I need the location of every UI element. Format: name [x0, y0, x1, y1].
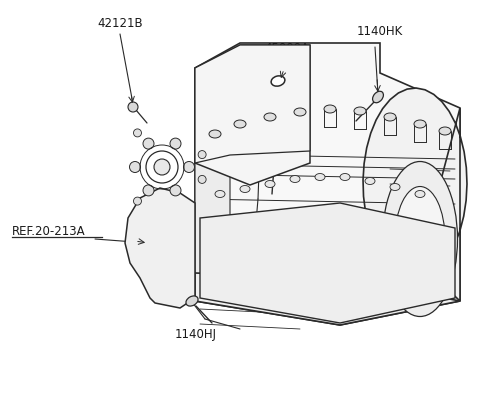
- Circle shape: [198, 151, 206, 159]
- Circle shape: [170, 185, 181, 197]
- Ellipse shape: [315, 174, 325, 181]
- Ellipse shape: [365, 178, 375, 185]
- Text: 42121B: 42121B: [97, 17, 143, 30]
- Ellipse shape: [294, 109, 306, 117]
- Circle shape: [146, 152, 178, 183]
- Circle shape: [198, 176, 206, 184]
- Ellipse shape: [240, 186, 250, 193]
- Ellipse shape: [383, 162, 457, 317]
- Circle shape: [133, 130, 142, 138]
- Polygon shape: [195, 46, 310, 164]
- Ellipse shape: [265, 181, 275, 188]
- Ellipse shape: [215, 191, 225, 198]
- Ellipse shape: [209, 131, 221, 139]
- Ellipse shape: [324, 106, 336, 114]
- Ellipse shape: [290, 176, 300, 183]
- Ellipse shape: [439, 128, 451, 136]
- Ellipse shape: [390, 184, 400, 191]
- Polygon shape: [195, 273, 460, 325]
- Ellipse shape: [264, 114, 276, 122]
- Polygon shape: [363, 89, 467, 301]
- Polygon shape: [195, 156, 230, 298]
- Ellipse shape: [354, 108, 366, 116]
- Text: 45000A: 45000A: [264, 42, 309, 55]
- Polygon shape: [200, 204, 455, 323]
- Polygon shape: [125, 189, 195, 308]
- Ellipse shape: [415, 191, 425, 198]
- Circle shape: [128, 103, 138, 113]
- Ellipse shape: [186, 296, 198, 306]
- Polygon shape: [195, 44, 460, 325]
- Text: 1140HK: 1140HK: [357, 25, 403, 38]
- Circle shape: [154, 159, 170, 176]
- Circle shape: [183, 162, 194, 173]
- Circle shape: [143, 185, 154, 197]
- Polygon shape: [195, 46, 310, 185]
- Text: 1140HJ: 1140HJ: [175, 327, 217, 340]
- Ellipse shape: [414, 121, 426, 129]
- Ellipse shape: [234, 121, 246, 129]
- Circle shape: [143, 139, 154, 150]
- Ellipse shape: [340, 174, 350, 181]
- Ellipse shape: [271, 77, 285, 87]
- Circle shape: [170, 139, 181, 150]
- Circle shape: [133, 197, 142, 206]
- Text: REF.20-213A: REF.20-213A: [12, 225, 85, 238]
- Ellipse shape: [384, 114, 396, 122]
- Circle shape: [130, 162, 141, 173]
- Ellipse shape: [372, 92, 384, 104]
- Ellipse shape: [395, 187, 445, 292]
